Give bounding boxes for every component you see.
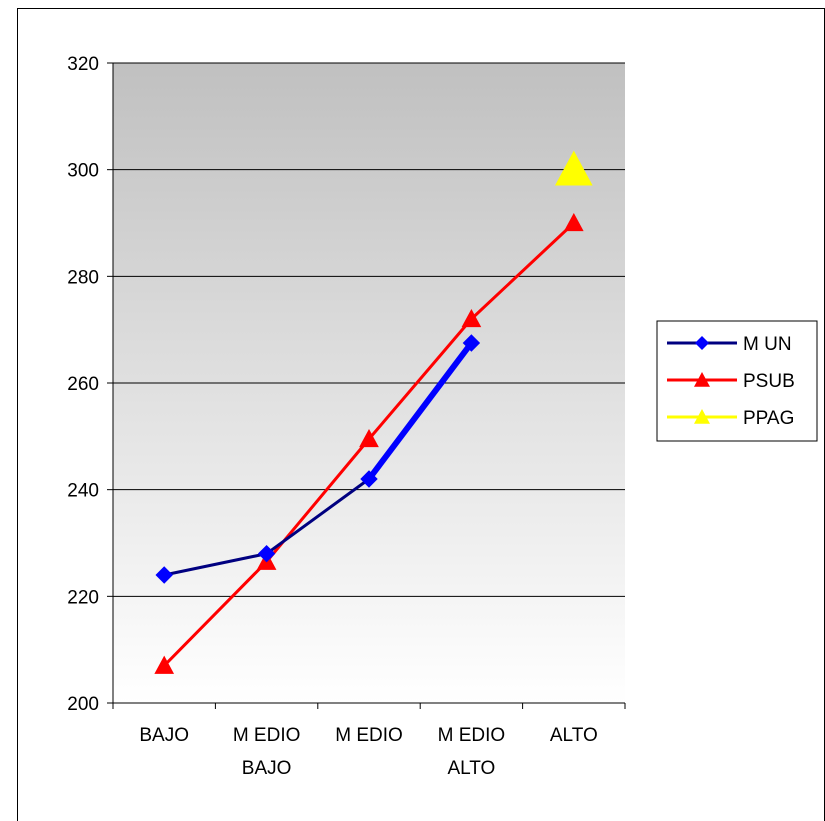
data-point-triangle <box>154 655 175 674</box>
data-point-triangle <box>461 308 482 328</box>
series-layer <box>154 150 593 674</box>
gridlines <box>107 62 625 704</box>
data-point-diamond <box>360 470 378 488</box>
series-mun <box>155 334 481 584</box>
data-point-triangle <box>359 428 379 448</box>
data-point-triangle <box>563 212 584 232</box>
x-tick-label: M EDIO <box>335 725 403 746</box>
x-tick-label: M EDIO BAJO <box>233 725 301 779</box>
y-tick-label: 200 <box>67 694 99 715</box>
y-tick-label: 300 <box>67 161 99 182</box>
y-tick-label: 320 <box>67 54 99 75</box>
series-line-segment <box>162 560 269 668</box>
x-tick-label: M EDIO ALTO <box>438 725 506 779</box>
y-tick-label: 220 <box>67 587 99 608</box>
legend-label: M UN <box>743 334 792 355</box>
data-point-diamond <box>462 334 481 352</box>
series-line-segment <box>162 552 269 577</box>
y-tick-label: 240 <box>67 481 99 502</box>
y-tick-labels: 200 220 240 260 280 300 320 <box>67 54 99 715</box>
legend-label: PPAG <box>743 408 794 429</box>
legend-marker-triangle <box>694 372 710 387</box>
series-line-segment <box>367 317 473 441</box>
axes <box>112 63 626 709</box>
legend-marker-diamond <box>695 336 709 350</box>
data-point-diamond <box>257 544 276 563</box>
data-point-triangle <box>554 150 593 186</box>
legend-item: PSUB <box>667 371 795 392</box>
series-ppag <box>554 150 593 186</box>
legend-item: PPAG <box>667 408 794 429</box>
legend-marker-triangle <box>694 409 710 424</box>
series-line-segment <box>265 477 371 556</box>
legend-item: M UN <box>667 334 792 355</box>
series-psub <box>154 212 584 674</box>
x-tick-label: BAJO <box>139 725 189 746</box>
legend-label: PSUB <box>743 371 795 392</box>
series-line-segment <box>469 221 576 321</box>
x-tick-label: ALTO <box>550 725 598 746</box>
x-tick-labels: BAJO M EDIO BAJO M EDIO M EDIO ALTO ALTO <box>139 725 597 779</box>
legend: M UN PSUB PPAG <box>656 320 818 442</box>
data-point-diamond <box>155 566 173 584</box>
series-line-segment <box>366 340 475 482</box>
y-tick-label: 280 <box>67 267 99 288</box>
y-tick-label: 260 <box>67 374 99 395</box>
